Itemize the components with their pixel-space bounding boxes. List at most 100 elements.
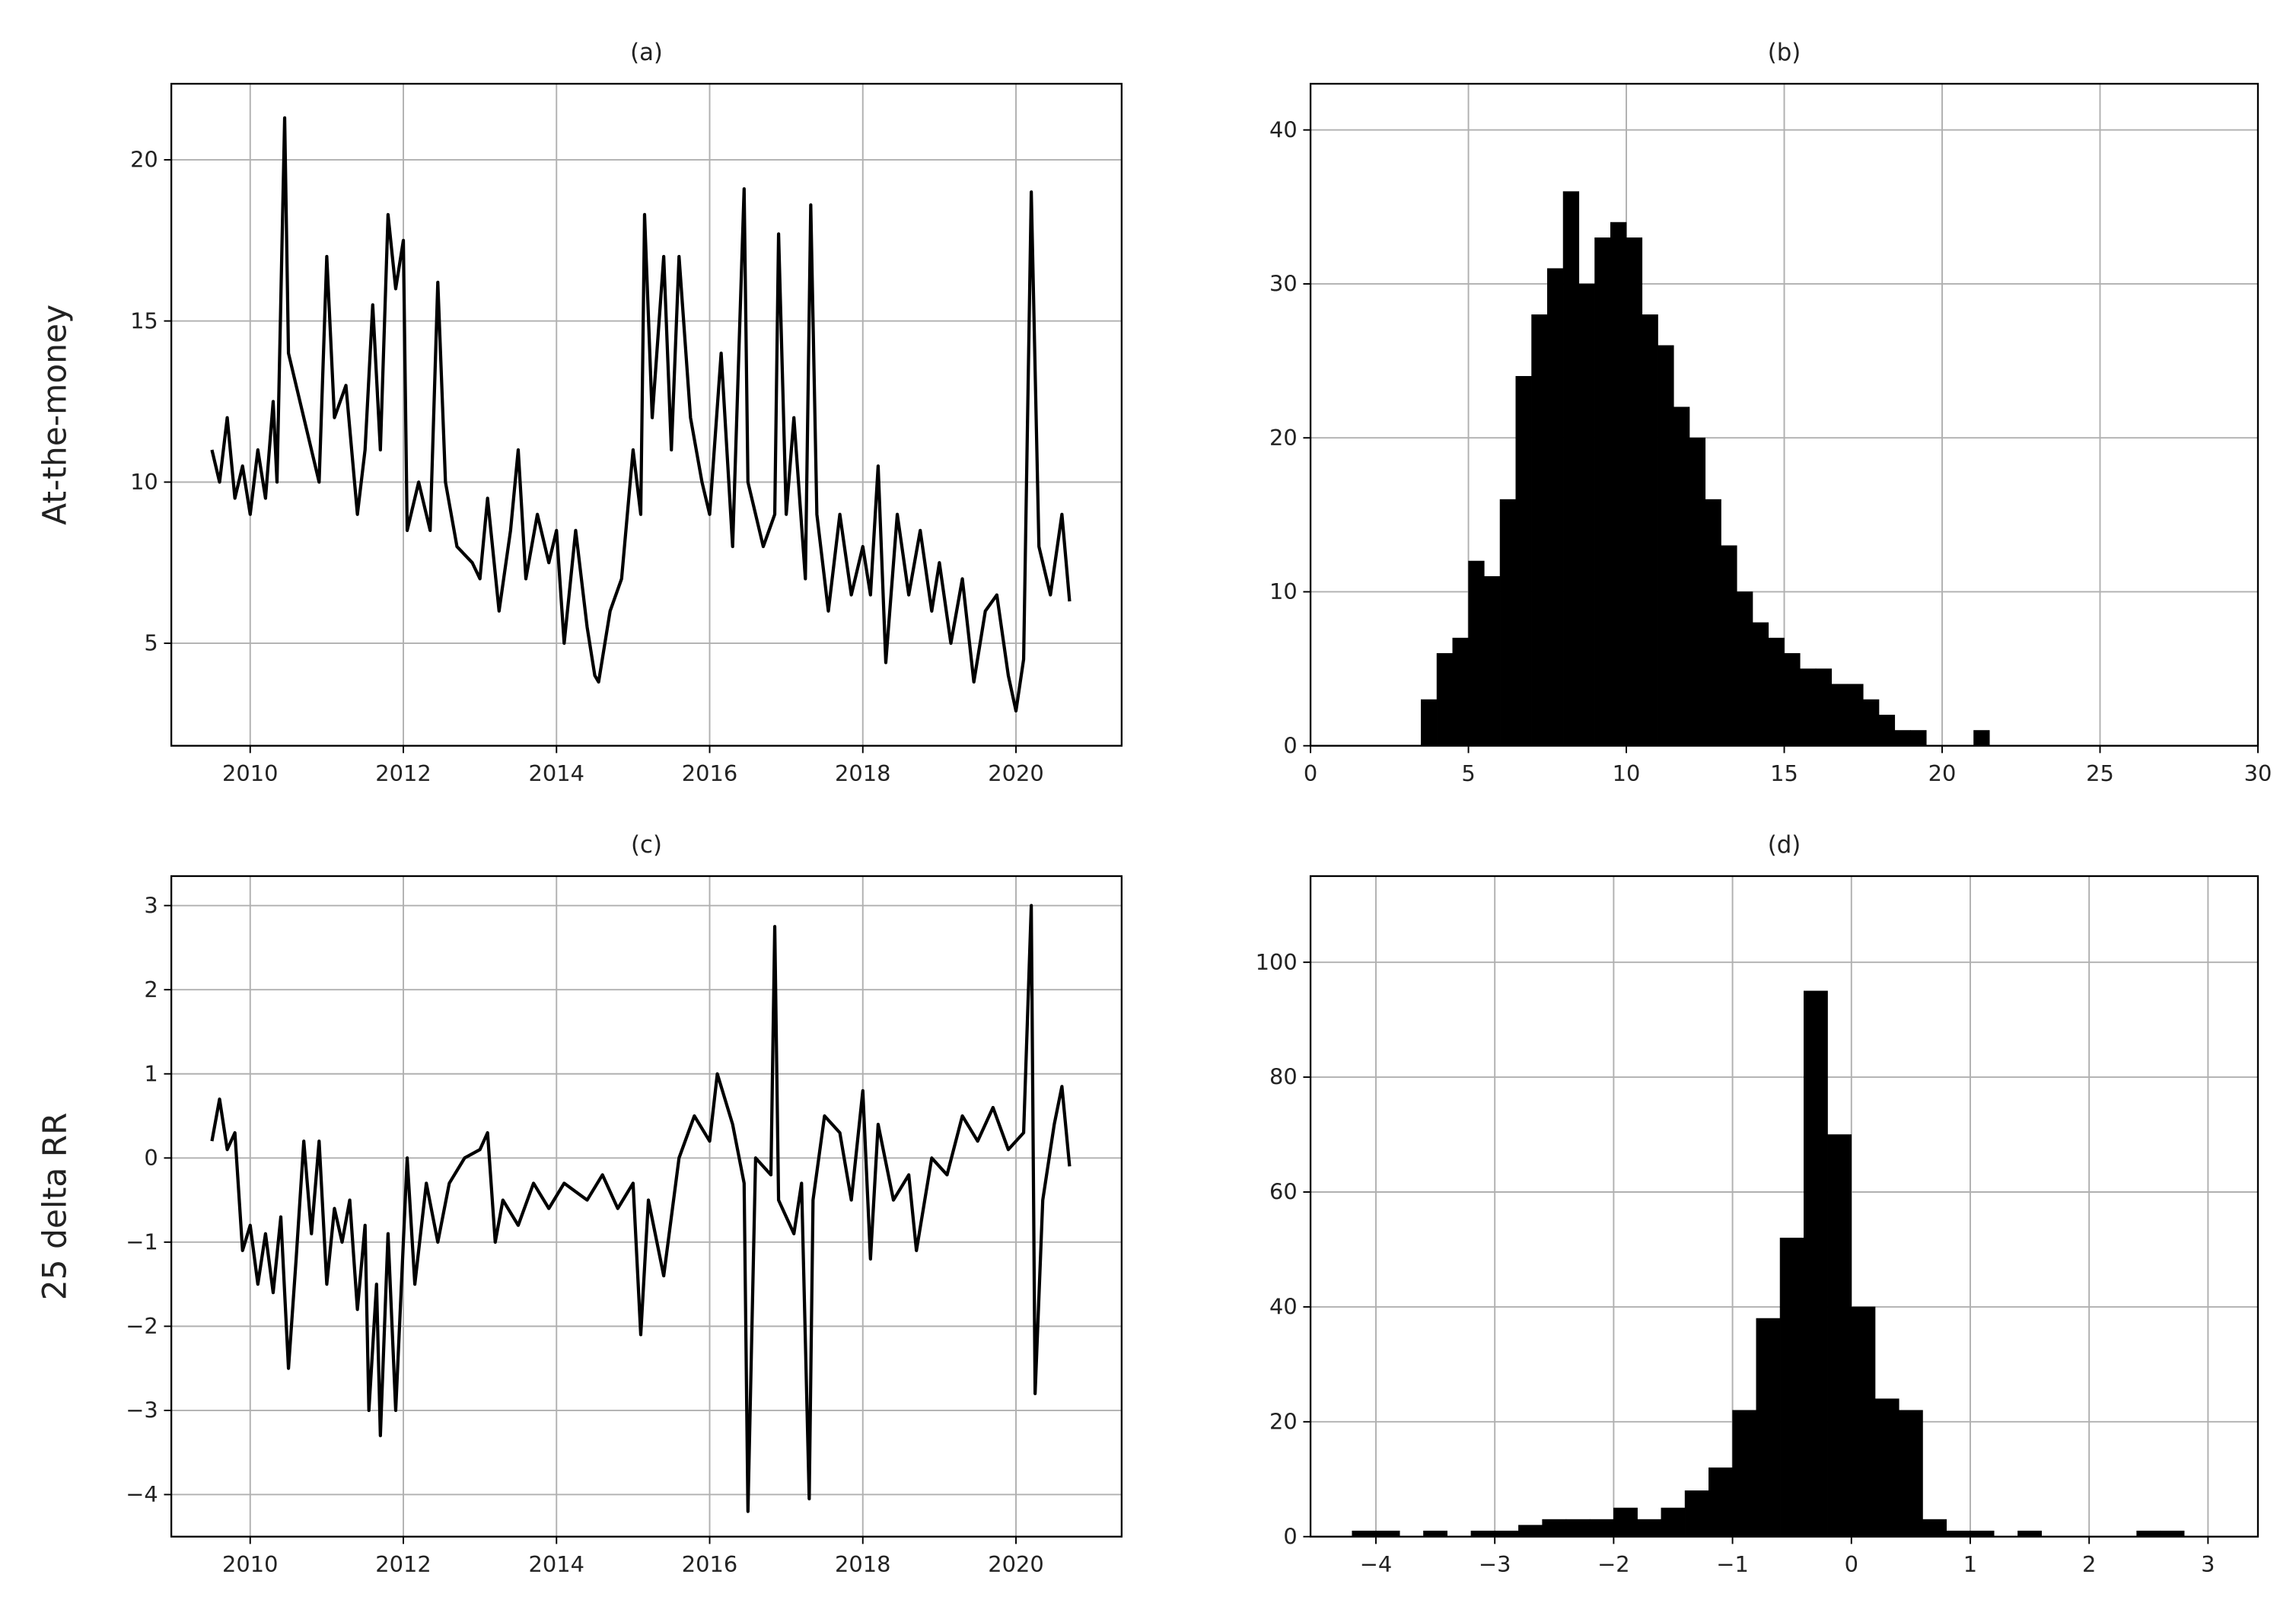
histogram-bar xyxy=(1756,1318,1781,1538)
histogram-bar xyxy=(1815,668,1833,747)
x-tick-label: 2020 xyxy=(988,1551,1043,1577)
y-tick-label: 30 xyxy=(1269,271,1298,297)
y-tick-label: 2 xyxy=(144,977,158,1002)
x-tick-label: −4 xyxy=(1360,1551,1393,1577)
histogram-bar xyxy=(1732,1410,1757,1538)
x-tick-label: 2 xyxy=(2082,1551,2096,1577)
y-tick-label: 40 xyxy=(1269,116,1298,142)
axes-frame xyxy=(170,82,1123,747)
histogram-bar xyxy=(1847,684,1864,747)
axes-frame xyxy=(1309,82,2259,747)
x-tick-label: 2018 xyxy=(835,760,890,786)
x-tick-label: 2012 xyxy=(375,1551,431,1577)
histogram-bar xyxy=(1468,560,1485,747)
y-tick-label: 10 xyxy=(1269,579,1298,604)
x-tick-label: 1 xyxy=(1963,1551,1977,1577)
y-tick-label: 60 xyxy=(1269,1179,1298,1205)
x-tick-label: 15 xyxy=(1770,760,1798,786)
y-tick-label: 100 xyxy=(1256,949,1298,975)
x-tick-label: 2014 xyxy=(529,1551,584,1577)
panel-title: (a) xyxy=(630,39,663,66)
y-tick-label: 0 xyxy=(144,1145,158,1171)
x-tick-label: 2020 xyxy=(988,760,1043,786)
x-tick-label: 2016 xyxy=(682,1551,737,1577)
y-tick-label: 10 xyxy=(130,469,158,495)
x-tick-label: 0 xyxy=(1304,760,1317,786)
histogram-bar xyxy=(1752,622,1769,747)
y-tick-label: 40 xyxy=(1269,1294,1298,1320)
y-tick-label: −3 xyxy=(126,1398,158,1423)
histogram-bar xyxy=(1484,575,1501,747)
histogram-bar xyxy=(1779,1238,1804,1538)
line xyxy=(210,116,1072,713)
histogram-bar xyxy=(1673,406,1690,747)
histogram-bar xyxy=(1804,990,1828,1538)
histogram-bar xyxy=(1894,730,1911,747)
histogram-bar xyxy=(1436,653,1454,747)
histogram-bar xyxy=(1705,499,1721,747)
x-tick-label: 2014 xyxy=(529,760,584,786)
panel-title: (c) xyxy=(631,831,662,859)
y-tick-label: 20 xyxy=(130,147,158,173)
histogram-bar xyxy=(1661,1507,1686,1538)
histogram-bar xyxy=(1827,1134,1852,1538)
histogram-bar xyxy=(1898,1410,1923,1538)
histogram-bar xyxy=(1610,222,1627,747)
x-tick-label: 30 xyxy=(2244,760,2272,786)
histogram-bar xyxy=(1562,191,1580,747)
x-tick-label: 0 xyxy=(1845,1551,1858,1577)
line xyxy=(210,904,1072,1513)
y-tick-label: −1 xyxy=(126,1229,158,1254)
y-tick-label: 3 xyxy=(144,892,158,918)
panel-title: (b) xyxy=(1768,39,1801,66)
histogram-bar xyxy=(1518,1525,1543,1538)
y-tick-label: 20 xyxy=(1269,425,1298,451)
y-tick-label: 15 xyxy=(130,308,158,333)
histogram-bar xyxy=(1531,314,1548,747)
histogram-bar xyxy=(1613,1507,1638,1538)
axes-frame xyxy=(1309,875,2259,1538)
panel-title: (d) xyxy=(1768,831,1801,859)
histogram-bar xyxy=(1578,283,1595,747)
x-tick-label: 10 xyxy=(1613,760,1641,786)
y-tick-label: 0 xyxy=(1283,732,1297,758)
x-tick-label: −3 xyxy=(1479,1551,1511,1577)
y-tick-label: 0 xyxy=(1283,1523,1297,1549)
x-tick-label: 25 xyxy=(2086,760,2114,786)
histogram-bar xyxy=(1421,699,1438,747)
axes-frame xyxy=(170,875,1123,1538)
histogram-bar xyxy=(1658,345,1674,747)
y-tick-label: −2 xyxy=(126,1313,158,1339)
histogram-bar xyxy=(1547,268,1564,747)
y-tick-label: −4 xyxy=(126,1481,158,1507)
histogram-bar xyxy=(1851,1306,1876,1538)
histogram-bar xyxy=(1452,637,1469,747)
histogram-bar xyxy=(1973,730,1990,747)
histogram-bar xyxy=(1874,1398,1900,1538)
histogram-bar xyxy=(1594,237,1611,747)
x-tick-label: 2016 xyxy=(682,760,737,786)
x-tick-label: 2010 xyxy=(222,760,278,786)
y-axis-label: At-the-money xyxy=(37,304,74,525)
panel: (c) 25 delta RR 2010 2012 2014 2016 2018 2020 −4… xyxy=(37,831,1123,1577)
histogram-bar xyxy=(1684,1490,1709,1538)
x-tick-label: −2 xyxy=(1597,1551,1630,1577)
histogram-bar xyxy=(1515,376,1532,747)
y-axis-label: 25 delta RR xyxy=(37,1112,74,1300)
histogram-bar xyxy=(1565,1519,1591,1538)
y-tick-label: 1 xyxy=(144,1060,158,1086)
x-tick-label: 3 xyxy=(2201,1551,2215,1577)
histogram-bar xyxy=(1768,637,1785,747)
histogram-bar xyxy=(1799,668,1817,747)
x-tick-label: 2018 xyxy=(835,1551,890,1577)
x-tick-label: −1 xyxy=(1716,1551,1749,1577)
histogram-bar xyxy=(1862,699,1880,747)
histogram-bar xyxy=(1910,730,1927,747)
histogram-bar xyxy=(1878,714,1896,747)
histogram-bar xyxy=(1626,237,1643,747)
histogram-bar xyxy=(1499,499,1517,747)
histogram-bar xyxy=(1642,314,1658,747)
histogram-bar xyxy=(1542,1519,1567,1538)
